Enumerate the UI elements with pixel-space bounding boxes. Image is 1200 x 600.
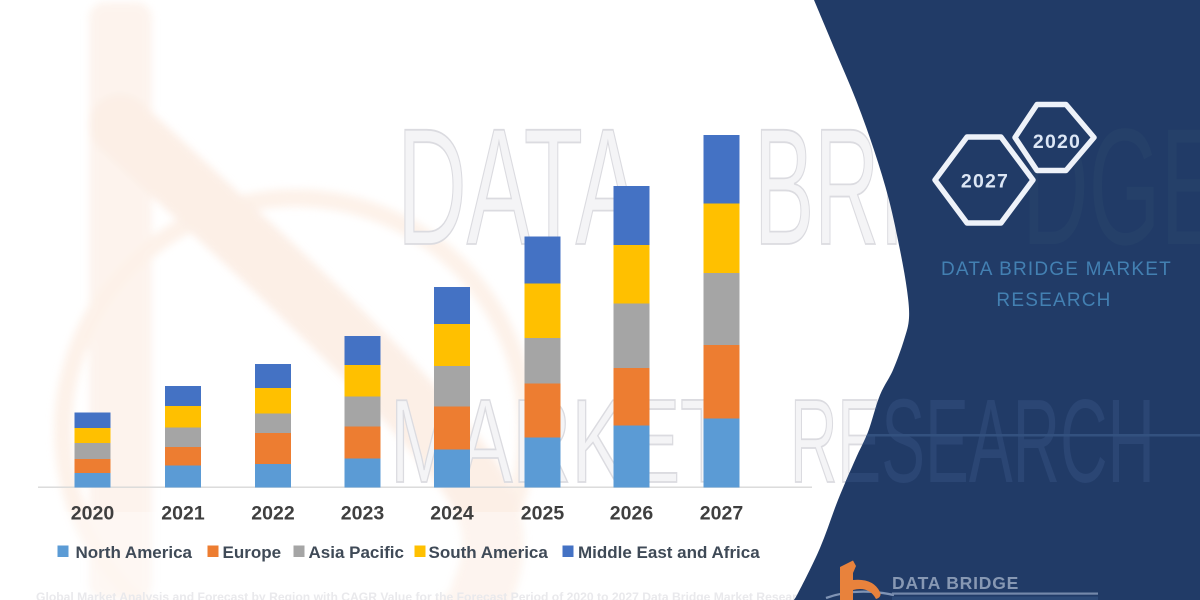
svg-text:2027: 2027 <box>700 503 743 525</box>
svg-text:Middle East and Africa: Middle East and Africa <box>578 543 760 562</box>
svg-text:South America: South America <box>429 543 549 562</box>
svg-text:2024: 2024 <box>430 503 474 525</box>
svg-text:2022: 2022 <box>251 503 295 525</box>
svg-text:2020: 2020 <box>1033 131 1081 153</box>
svg-text:DATA BRIDGE: DATA BRIDGE <box>892 573 1019 593</box>
svg-text:RESEARCH: RESEARCH <box>996 290 1111 311</box>
svg-text:2027: 2027 <box>961 171 1009 193</box>
svg-text:Asia Pacific: Asia Pacific <box>309 543 404 562</box>
svg-text:North America: North America <box>76 543 193 562</box>
svg-text:Global Market Analysis and For: Global Market Analysis and Forecast by R… <box>36 592 811 600</box>
svg-text:Europe: Europe <box>223 543 282 562</box>
svg-text:2025: 2025 <box>521 503 565 525</box>
svg-text:DATA: DATA <box>397 95 640 280</box>
svg-text:2020: 2020 <box>71 503 115 525</box>
svg-text:2023: 2023 <box>341 503 385 525</box>
svg-text:2026: 2026 <box>610 503 654 525</box>
svg-text:DATA BRIDGE MARKET: DATA BRIDGE MARKET <box>941 259 1172 280</box>
svg-text:2021: 2021 <box>161 503 205 525</box>
